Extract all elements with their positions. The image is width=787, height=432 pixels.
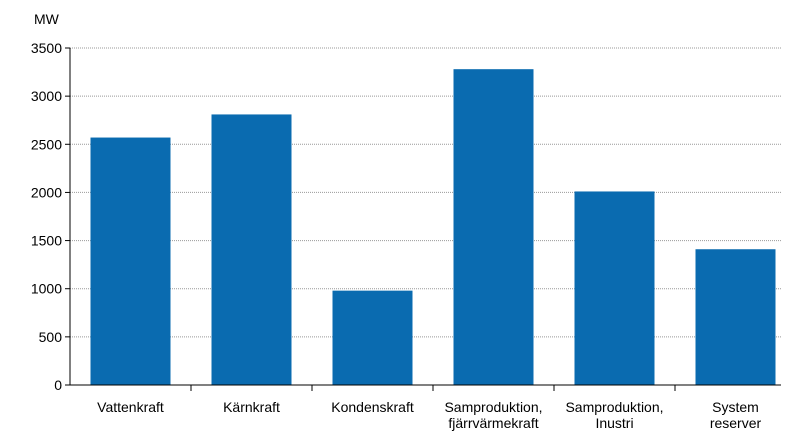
x-tick-label-line: System	[712, 399, 759, 415]
x-tick-label: System reserver	[710, 399, 762, 431]
x-tick-label-line: Kondenskraft	[331, 399, 414, 415]
x-tick-label: Kondenskraft	[331, 399, 414, 415]
x-tick-label-line: reserver	[710, 415, 762, 431]
x-tick-label-line: fjärrvärmekraft	[448, 415, 538, 431]
bar	[453, 69, 534, 385]
x-tick-label-line: Inustri	[595, 415, 633, 431]
y-tick-label: 1000	[31, 281, 62, 297]
x-tick-label: Vattenkraft	[97, 399, 164, 415]
y-tick-label: 3000	[31, 88, 62, 104]
bar	[90, 137, 171, 385]
y-tick-label: 2500	[31, 136, 62, 152]
bar	[332, 290, 413, 385]
x-tick-label: Samproduktion, Inustri	[565, 399, 663, 431]
y-tick-label: 2000	[31, 184, 62, 200]
x-tick-label: Kärnkraft	[223, 399, 280, 415]
bar	[574, 191, 655, 385]
y-tick-label: 1500	[31, 233, 62, 249]
x-tick-label-line: Samproduktion,	[444, 399, 542, 415]
x-tick-label-line: Samproduktion,	[565, 399, 663, 415]
y-axis-label: MW	[34, 11, 60, 27]
x-tick-label-line: Kärnkraft	[223, 399, 280, 415]
y-tick-label: 3500	[31, 40, 62, 56]
x-tick-label-line: Vattenkraft	[97, 399, 164, 415]
x-tick-label: Samproduktion, fjärrvärmekraft	[444, 399, 542, 431]
bar	[695, 249, 776, 385]
bar	[211, 114, 292, 386]
y-tick-label: 0	[54, 377, 62, 393]
y-tick-label: 500	[39, 329, 63, 345]
